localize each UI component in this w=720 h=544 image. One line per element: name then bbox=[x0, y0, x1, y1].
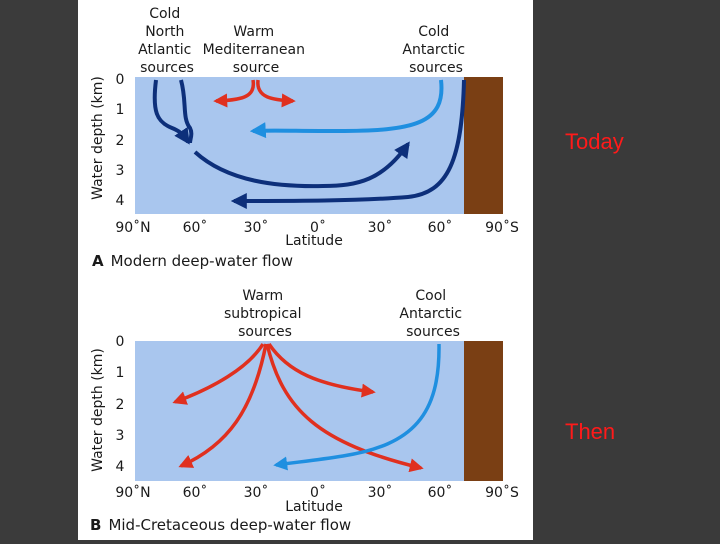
panel-b-antarctic-flow bbox=[273, 343, 441, 471]
panel-b-latitude-tick: 30˚ bbox=[244, 484, 269, 501]
panel-a-north-atlantic-flow-upper bbox=[152, 79, 190, 145]
panel-b-latitude-tick: 90˚S bbox=[485, 484, 519, 501]
panel-a-antarctic-label: Cold Antarctic sources bbox=[402, 24, 469, 76]
panel-a-antarctic-intermediate-flow bbox=[249, 79, 444, 139]
panel-b-latitude-tick: 60˚ bbox=[428, 484, 453, 501]
panel-b-depth-tick: 0 bbox=[116, 334, 125, 350]
panel-a-depth-tick: 2 bbox=[116, 133, 125, 149]
panel-b-latitude-tick: 30˚ bbox=[368, 484, 393, 501]
panel-b-latitude-tick: 0˚ bbox=[310, 484, 326, 501]
panel-b-depth-tick: 1 bbox=[116, 365, 125, 381]
panel-b-depth-tick: 3 bbox=[116, 428, 125, 444]
panel-b-depth-tick: 2 bbox=[116, 397, 125, 413]
panel-a-antarctic-bottom-flow bbox=[230, 79, 466, 209]
figure-panel: Cold North Atlantic sources Warm Mediter… bbox=[78, 0, 533, 540]
panel-b-subtropical-label: Warm subtropical sources bbox=[224, 288, 306, 340]
panel-a-title: A Modern deep-water flow bbox=[92, 252, 293, 270]
deep-water-flow-figure: Cold North Atlantic sources Warm Mediter… bbox=[90, 6, 519, 534]
panel-b-subtropical-flow-northwest-upper bbox=[172, 343, 265, 405]
panel-a-latitude-tick: 90˚N bbox=[115, 219, 150, 236]
panel-a-latitude-tick: 30˚ bbox=[368, 219, 393, 236]
panel-b-title: B Mid-Cretaceous deep-water flow bbox=[90, 516, 351, 534]
panel-a-depth-tick: 1 bbox=[116, 102, 125, 118]
panel-a-land bbox=[464, 77, 503, 214]
panel-a-mediterranean-flow-west bbox=[213, 79, 256, 108]
panel-a-depth-tick: 3 bbox=[116, 163, 125, 179]
panel-a-latitude-tick: 60˚ bbox=[428, 219, 453, 236]
panel-b-subtropical-flow-southeast-deep bbox=[265, 343, 424, 473]
panel-b-subtropical-flow-northwest-deep bbox=[178, 343, 268, 468]
panel-b-land bbox=[464, 341, 503, 481]
panel-b: Warm subtropical sources Cool Antarctic … bbox=[90, 288, 519, 534]
today-label: Today bbox=[565, 129, 624, 154]
panel-a-north-atlantic-label: Cold North Atlantic sources bbox=[138, 6, 196, 76]
panel-b-depth-tick: 4 bbox=[116, 459, 125, 475]
panel-b-x-axis-label: Latitude bbox=[285, 499, 343, 515]
panel-a-north-atlantic-flow-lower bbox=[193, 141, 410, 189]
panel-b-latitude-tick: 60˚ bbox=[183, 484, 208, 501]
panel-a-mediterranean-label: Warm Mediterranean source bbox=[203, 24, 310, 76]
panel-a-x-axis-label: Latitude bbox=[285, 233, 343, 249]
panel-a-depth-tick: 4 bbox=[116, 193, 125, 209]
panel-a-depth-tick: 0 bbox=[116, 72, 125, 88]
panel-a-mediterranean-flow-east bbox=[256, 79, 296, 108]
panel-b-subtropical-flow-southeast-upper bbox=[267, 343, 376, 398]
panel-a-latitude-tick: 30˚ bbox=[244, 219, 269, 236]
then-label: Then bbox=[565, 419, 616, 444]
right-dark-margin bbox=[533, 0, 720, 540]
left-dark-margin bbox=[0, 0, 78, 540]
panel-a-latitude-tick: 90˚S bbox=[485, 219, 519, 236]
panel-b-latitude-tick: 90˚N bbox=[115, 484, 150, 501]
panel-a-y-axis-label: Water depth (km) bbox=[90, 76, 106, 200]
panel-a-latitude-tick: 0˚ bbox=[310, 219, 326, 236]
panel-a-north-atlantic-flow-branch bbox=[179, 79, 194, 144]
panel-a: Cold North Atlantic sources Warm Mediter… bbox=[90, 6, 519, 270]
panel-b-y-axis-label: Water depth (km) bbox=[90, 348, 106, 472]
panel-b-antarctic-label: Cool Antarctic sources bbox=[399, 288, 466, 340]
panel-a-latitude-tick: 60˚ bbox=[183, 219, 208, 236]
